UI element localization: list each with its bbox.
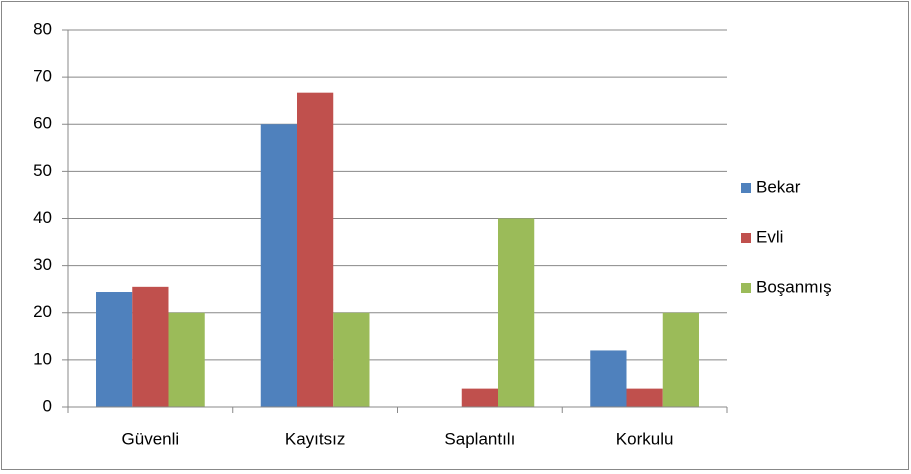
y-tick-label: 20 bbox=[33, 302, 52, 321]
y-tick-label: 60 bbox=[33, 114, 52, 133]
bar bbox=[297, 92, 334, 408]
legend-label: Evli bbox=[756, 227, 783, 246]
x-tick-label: Korkulu bbox=[616, 429, 674, 448]
bar bbox=[333, 312, 370, 407]
bar bbox=[590, 350, 627, 407]
legend-swatch bbox=[741, 183, 751, 193]
y-tick-label: 70 bbox=[33, 67, 52, 86]
bar bbox=[260, 124, 298, 407]
bar bbox=[132, 286, 169, 407]
bar bbox=[461, 388, 498, 407]
y-tick-label: 40 bbox=[33, 208, 52, 227]
bar bbox=[497, 218, 535, 407]
x-tick-label: Kayıtsız bbox=[285, 429, 345, 448]
bar bbox=[662, 312, 699, 407]
y-tick-label: 50 bbox=[33, 161, 52, 180]
y-tick-label: 10 bbox=[33, 349, 52, 368]
y-tick-label: 80 bbox=[33, 19, 52, 38]
x-tick-label: Güvenli bbox=[122, 429, 180, 448]
bar bbox=[168, 312, 205, 407]
legend-label: Boşanmış bbox=[756, 277, 832, 296]
legend-swatch bbox=[741, 283, 751, 293]
x-tick-label: Saplantılı bbox=[444, 429, 515, 448]
legend-label: Bekar bbox=[756, 177, 801, 196]
bar bbox=[96, 292, 133, 407]
legend-swatch bbox=[741, 233, 751, 243]
bar bbox=[626, 388, 663, 407]
y-tick-label: 0 bbox=[43, 396, 52, 415]
y-tick-label: 30 bbox=[33, 255, 52, 274]
